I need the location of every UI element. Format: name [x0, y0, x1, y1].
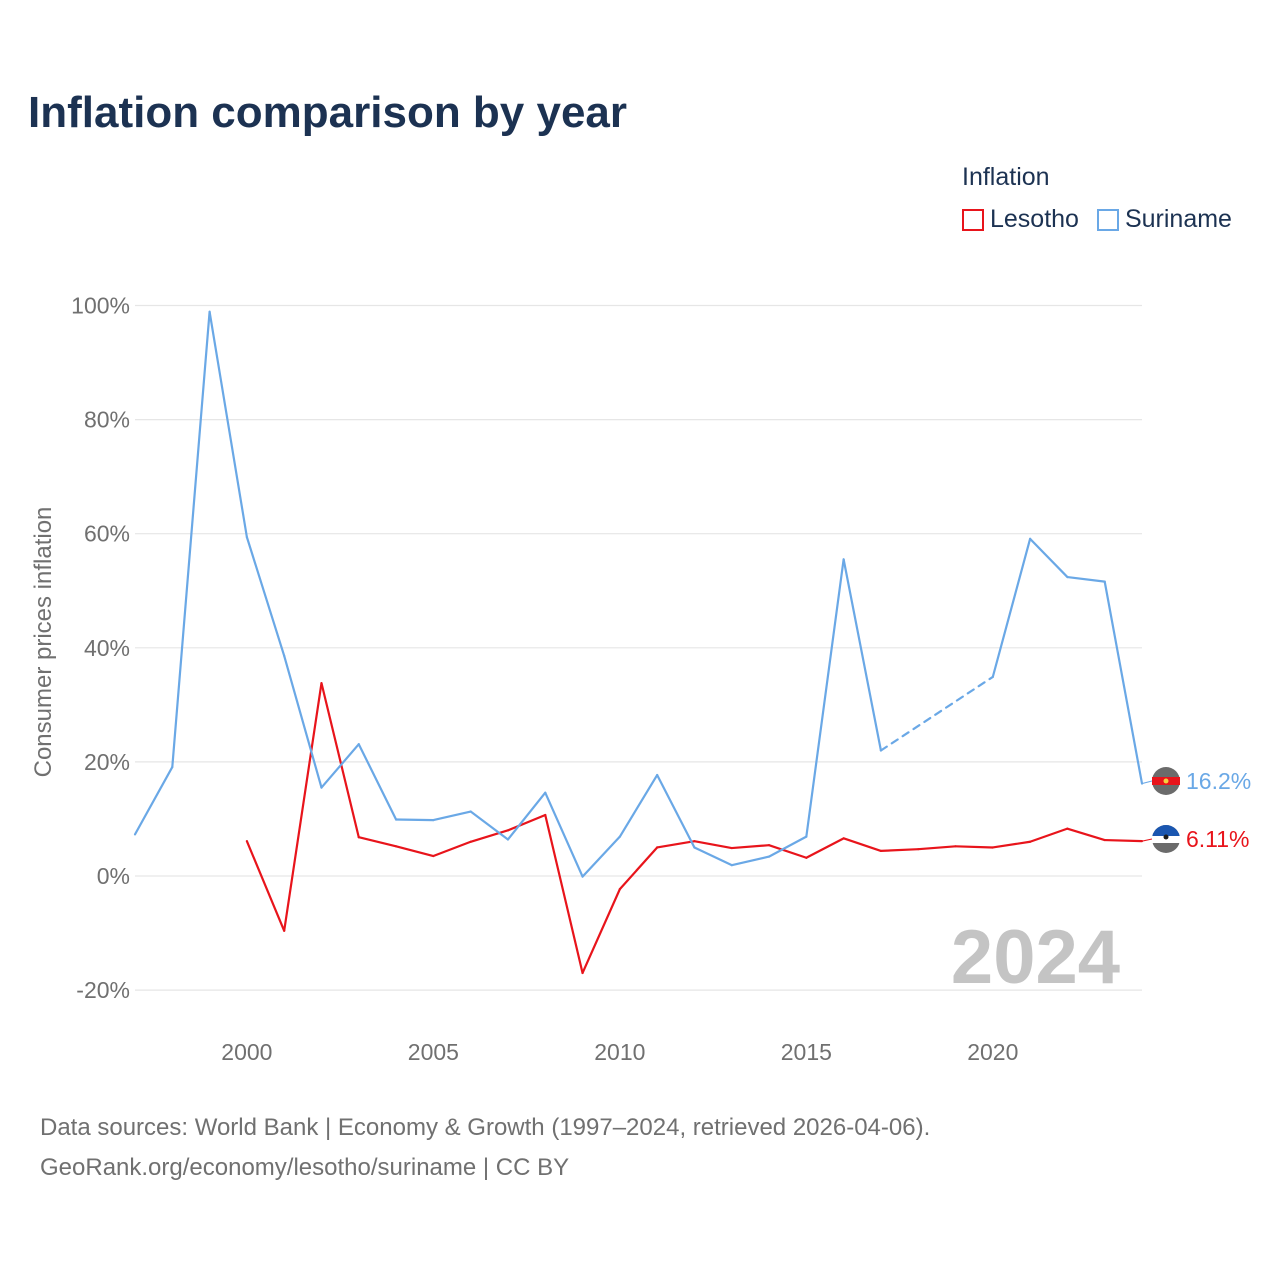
y-axis-ticks: -20% 0% 20% 40% 60% 80% 100% [71, 293, 130, 1004]
series-segment-lesotho [245, 840, 286, 932]
end-label-lesotho: 6.11% [1186, 826, 1250, 852]
series-segment-lesotho [805, 837, 845, 859]
series-segment-suriname [879, 675, 994, 752]
x-tick-label: 2010 [594, 1039, 645, 1065]
end-connector-suriname [1141, 780, 1153, 785]
series-segment-lesotho [618, 846, 659, 891]
series-segment-lesotho [581, 888, 621, 975]
series-segment-lesotho [730, 844, 771, 850]
end-marker-lesotho [1152, 825, 1180, 853]
series-segment-suriname [1029, 537, 1069, 579]
series-segment-lesotho [357, 836, 398, 848]
footer: Data sources: World Bank | Economy & Gro… [40, 1108, 930, 1188]
y-axis-label: Consumer prices inflation [30, 507, 57, 778]
x-tick-label: 2020 [967, 1039, 1018, 1065]
y-tick-label: 20% [84, 749, 130, 775]
lesotho-flag-top [1152, 825, 1180, 839]
end-marker-suriname [1152, 767, 1180, 795]
series-segment-suriname [805, 558, 845, 838]
series-segment-lesotho [544, 813, 584, 975]
y-tick-label: 80% [84, 407, 130, 433]
year-watermark: 2024 [951, 915, 1120, 1000]
series-lines [133, 310, 1144, 975]
footer-sources: Data sources: World Bank | Economy & Gro… [40, 1114, 931, 1141]
series-segment-lesotho [283, 682, 323, 932]
series-segment-lesotho [917, 845, 957, 851]
series-segment-suriname [432, 810, 472, 822]
series-segment-suriname [469, 810, 510, 841]
series-segment-suriname [394, 818, 435, 822]
legend-title: Inflation [962, 163, 1050, 191]
series-segment-lesotho [879, 848, 920, 852]
x-tick-label: 2000 [221, 1039, 272, 1065]
series-segment-suriname [171, 310, 211, 769]
series-segment-suriname [544, 791, 584, 878]
series-segment-lesotho [506, 813, 547, 832]
footer-credit: GeoRank.org/economy/lesotho/suriname | C… [40, 1154, 570, 1181]
legend-label-suriname: Suriname [1124, 205, 1232, 233]
series-segment-lesotho [842, 837, 883, 852]
series-segment-suriname [283, 654, 323, 789]
series-segment-lesotho [693, 840, 733, 850]
series-segment-lesotho [469, 829, 510, 843]
series-segment-suriname [208, 310, 248, 539]
series-segment-suriname [320, 743, 360, 789]
end-connector-lesotho [1141, 838, 1153, 842]
series-segment-lesotho [1029, 827, 1069, 843]
y-tick-label: 100% [71, 293, 130, 319]
end-markers: 6.11% 16.2% [1141, 767, 1251, 853]
series-segment-suriname [842, 558, 883, 752]
legend-swatch-suriname [1096, 208, 1119, 231]
legend-item-suriname[interactable]: Suriname [1096, 205, 1232, 234]
series-segment-suriname [730, 855, 771, 867]
series-segment-suriname [991, 537, 1032, 678]
y-tick-label: 40% [84, 635, 130, 661]
series-segment-lesotho [1066, 827, 1106, 842]
series-segment-suriname [767, 835, 808, 858]
page-title: Inflation comparison by year [28, 88, 628, 137]
series-segment-lesotho [432, 840, 472, 858]
suriname-flag-star [1163, 778, 1169, 784]
series-segment-suriname [245, 536, 286, 657]
y-tick-label: 60% [84, 521, 130, 547]
series-segment-lesotho [320, 682, 360, 839]
x-axis-ticks: 2000 2005 2010 2015 2020 [221, 1039, 1018, 1065]
series-segment-lesotho [991, 840, 1032, 849]
series-segment-suriname [357, 743, 398, 821]
series-segment-lesotho [767, 844, 808, 859]
y-tick-label: 0% [97, 863, 130, 889]
end-label-suriname: 16.2% [1186, 768, 1251, 794]
x-tick-label: 2015 [781, 1039, 832, 1065]
y-tick-label: -20% [76, 977, 130, 1003]
series-segment-suriname [506, 791, 547, 841]
series-segment-suriname [133, 765, 174, 836]
lesotho-flag-hat [1163, 834, 1169, 840]
series-segment-suriname [581, 835, 621, 878]
series-segment-suriname [618, 773, 659, 838]
legend: Lesotho Suriname [962, 205, 1232, 234]
series-segment-suriname [693, 846, 733, 867]
series-segment-suriname [1103, 580, 1144, 785]
series-segment-lesotho [1103, 838, 1144, 843]
grid-lines [135, 304, 1142, 991]
series-segment-lesotho [656, 840, 696, 849]
series-segment-lesotho [954, 845, 994, 849]
legend-item-lesotho[interactable]: Lesotho [962, 205, 1079, 234]
series-segment-suriname [1066, 575, 1106, 583]
x-tick-label: 2005 [408, 1039, 459, 1065]
series-segment-suriname [656, 773, 696, 849]
legend-label-lesotho: Lesotho [990, 205, 1079, 233]
series-segment-lesotho [394, 845, 435, 858]
legend-swatch-lesotho [962, 208, 984, 231]
